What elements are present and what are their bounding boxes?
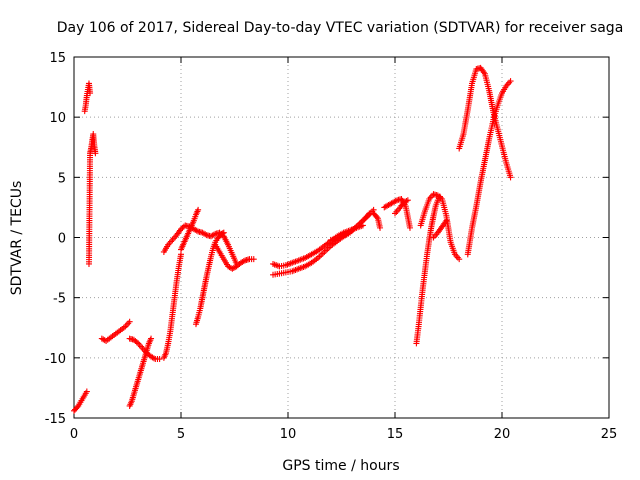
y-tick-label: 5	[58, 171, 66, 186]
data-point	[202, 231, 209, 238]
data-point	[250, 256, 257, 263]
data-point	[87, 90, 94, 97]
y-tick-label: 15	[49, 51, 66, 66]
data-points	[71, 64, 514, 414]
data-point	[507, 78, 514, 85]
series-arc-18	[413, 193, 443, 347]
data-point	[377, 224, 384, 231]
data-point	[219, 230, 226, 237]
data-point	[83, 388, 90, 395]
axis-ticks: 0 5 10 15 20 25 -15 -10 -5 0 5 10 15	[45, 51, 618, 442]
data-point	[406, 224, 413, 231]
data-point	[156, 356, 163, 363]
series-arc-01	[71, 388, 90, 414]
series-arc-14	[327, 206, 377, 243]
series-arc-02	[81, 80, 94, 115]
x-tick-label: 5	[177, 427, 185, 442]
series-arc-03	[85, 131, 99, 267]
data-point	[507, 174, 514, 181]
series-arc-08	[178, 206, 202, 253]
data-point	[443, 217, 450, 224]
data-point	[373, 214, 380, 221]
data-point	[133, 339, 140, 346]
series-arc-10	[192, 229, 227, 328]
series-arc-04	[98, 318, 133, 344]
series-arc-17	[392, 197, 411, 217]
data-point	[403, 197, 410, 204]
data-point	[392, 197, 399, 204]
data-point	[193, 227, 200, 234]
series-arc-15	[370, 210, 384, 231]
data-point	[437, 194, 444, 201]
y-axis-label: SDTVAR / TECUs	[9, 181, 25, 296]
series-arc-16	[381, 195, 413, 231]
x-tick-label: 0	[70, 427, 78, 442]
series-arc-11	[212, 241, 257, 272]
y-tick-label: -10	[45, 352, 66, 367]
series-arc-22	[464, 78, 514, 258]
data-point	[210, 231, 217, 238]
x-tick-label: 15	[387, 427, 404, 442]
x-axis-label: GPS time / hours	[282, 458, 399, 474]
series-arc-07	[160, 251, 184, 361]
data-point	[74, 404, 81, 411]
y-tick-label: -5	[53, 292, 66, 307]
series-arc-21	[456, 64, 514, 181]
x-tick-label: 25	[601, 427, 618, 442]
data-point	[150, 355, 157, 362]
data-point	[126, 318, 133, 325]
grid	[74, 57, 609, 418]
y-tick-label: -15	[45, 412, 66, 427]
data-point	[148, 335, 155, 342]
series-arc-05	[126, 335, 155, 409]
data-point	[404, 197, 411, 204]
series-arc-20	[430, 217, 450, 241]
x-tick-label: 20	[494, 427, 511, 442]
data-point	[92, 150, 99, 157]
data-point	[220, 229, 227, 236]
data-point	[456, 256, 463, 263]
series-arc-06	[126, 335, 163, 363]
data-point	[240, 258, 247, 265]
series-arc-09	[160, 222, 240, 267]
data-point	[195, 206, 202, 213]
y-tick-label: 10	[49, 111, 66, 126]
chart-title: Day 106 of 2017, Sidereal Day-to-day VTE…	[57, 20, 624, 36]
series-arc-19	[417, 191, 463, 263]
y-tick-label: 0	[58, 232, 66, 247]
x-tick-label: 10	[280, 427, 297, 442]
